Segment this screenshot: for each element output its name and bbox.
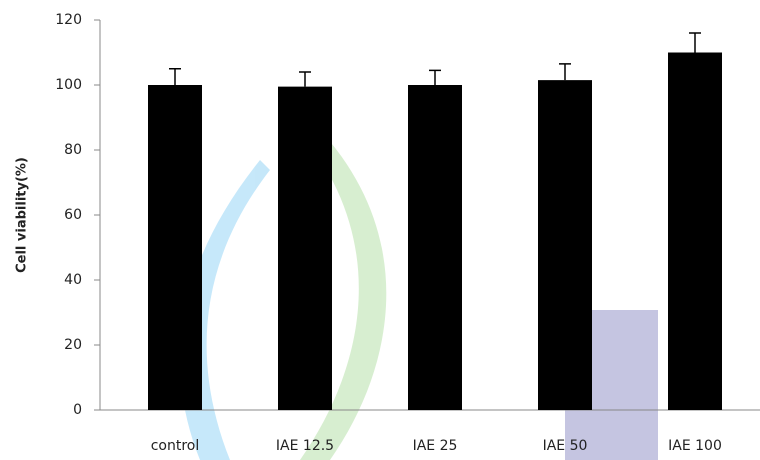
bar	[408, 85, 462, 410]
y-tick-label: 40	[64, 272, 82, 288]
error-bar	[689, 32, 701, 53]
x-tick-label: IAE 12.5	[276, 438, 334, 454]
x-tick-label: IAE 50	[543, 438, 588, 454]
y-tick-label: 120	[55, 12, 82, 28]
y-tick-label: 80	[64, 142, 82, 158]
bar	[538, 80, 592, 410]
x-tick-label: IAE 100	[668, 438, 722, 454]
y-tick-label: 20	[64, 337, 82, 353]
x-tick-label: control	[151, 438, 200, 454]
error-bar	[429, 69, 441, 85]
x-tick-label: IAE 25	[413, 438, 458, 454]
error-bar	[169, 68, 181, 85]
error-bar	[559, 63, 571, 81]
bar	[668, 52, 722, 410]
error-bar	[299, 71, 311, 87]
y-tick-label: 60	[64, 207, 82, 223]
bar	[278, 86, 332, 410]
y-axis-label: Cell viability(%)	[15, 157, 30, 273]
bar	[148, 85, 202, 410]
y-tick-label: 100	[55, 77, 82, 93]
y-tick-label: 0	[73, 402, 82, 418]
